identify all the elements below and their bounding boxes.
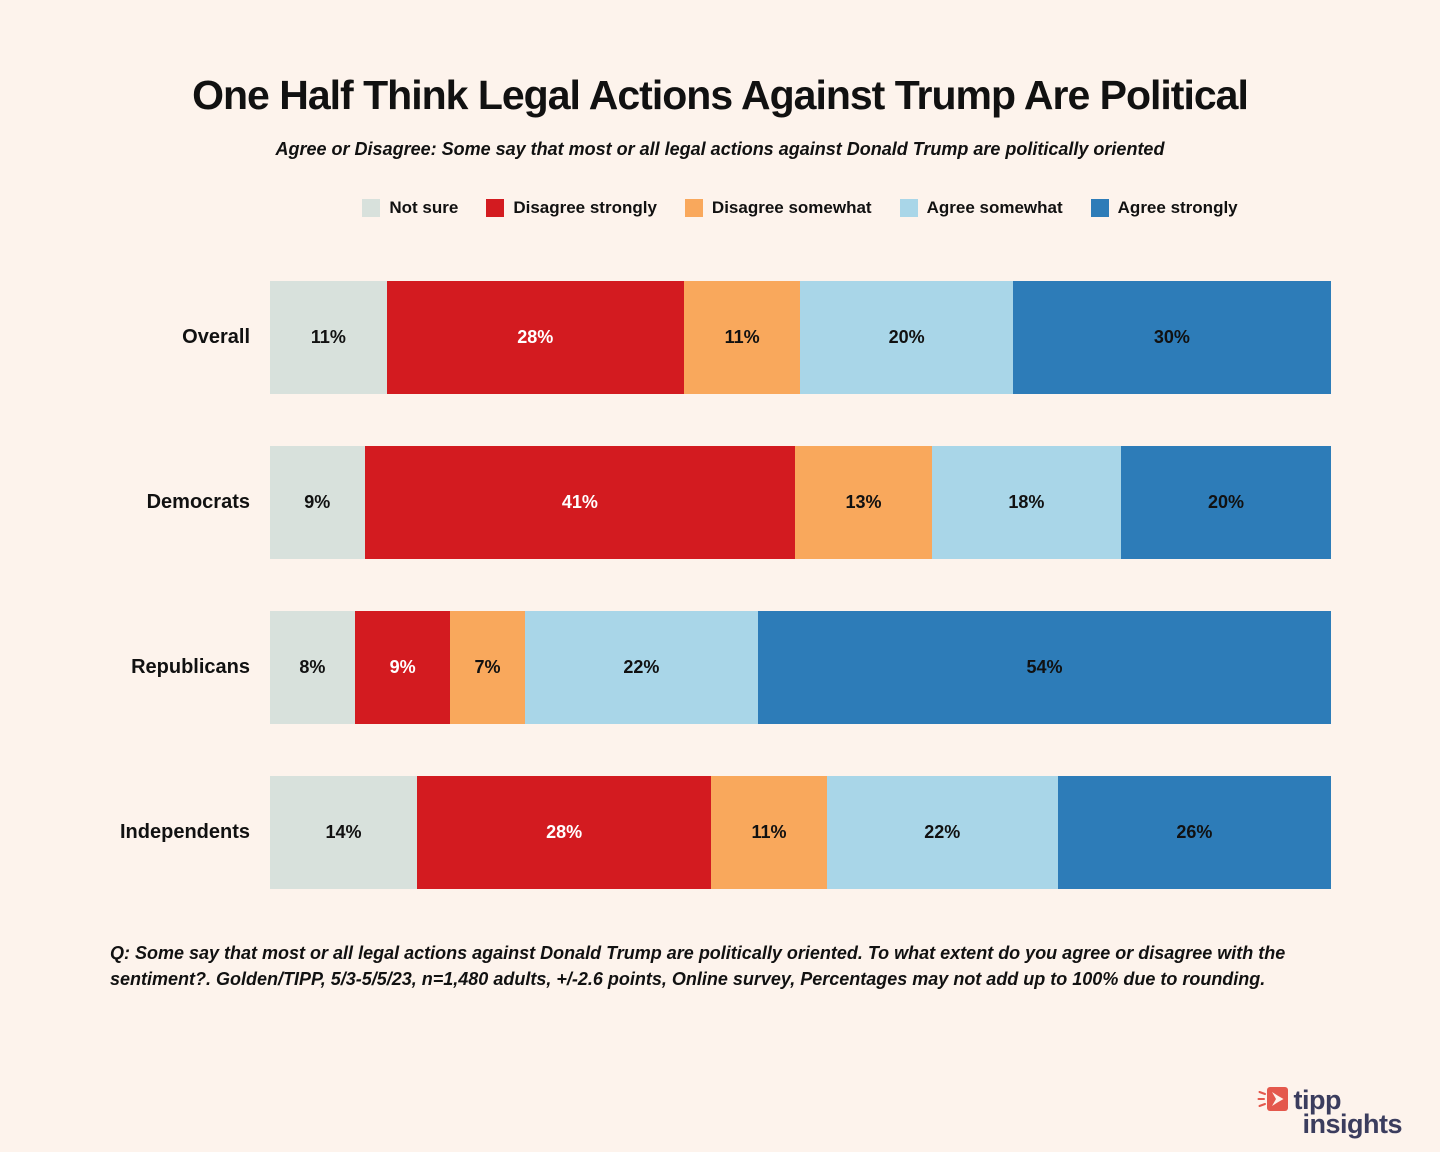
bar-segment-agree-strongly: 54%: [758, 611, 1331, 724]
bar-segment-value: 11%: [751, 822, 787, 842]
legend-item: Agree somewhat: [899, 198, 1063, 218]
legend-swatch: [486, 199, 505, 217]
footnote: Q: Some say that most or all legal actio…: [110, 943, 1286, 989]
legend-swatch: [899, 199, 918, 217]
bar-row: Overall 11% 28% 11% 20% 30%: [0, 281, 1440, 394]
bar-row: Republicans 8% 9% 7% 22% 54%: [0, 611, 1440, 724]
bar-row-label: Independents: [119, 821, 250, 843]
bar-segment-value: 26%: [1176, 822, 1213, 842]
legend-swatch: [684, 199, 703, 217]
bar-segment-disagree-somewhat: 7%: [450, 611, 525, 724]
legend: Not sure Disagree strongly Disagree somewh…: [0, 198, 1440, 218]
bar-segment-value: 18%: [1008, 492, 1045, 512]
legend-label: Agree strongly: [1117, 198, 1238, 217]
tipp-logo-icon: [1257, 1083, 1289, 1118]
bar-segment-not-sure: 8%: [270, 611, 355, 724]
stacked-bar: 11% 28% 11% 20% 30%: [270, 281, 1331, 394]
legend-label: Disagree strongly: [513, 198, 657, 217]
bar-segment-disagree-somewhat: 11%: [711, 776, 827, 889]
chart-title: One Half Think Legal Actions Against Tru…: [192, 72, 1249, 118]
bar-segment-value: 7%: [474, 657, 501, 677]
chart-subtitle: Agree or Disagree: Some say that most or…: [275, 139, 1165, 159]
chart-page: One Half Think Legal Actions Against Tru…: [0, 72, 1440, 1152]
legend-swatch: [1090, 199, 1109, 217]
bar-segment-value: 28%: [517, 327, 554, 347]
bar-segment-value: 41%: [561, 492, 598, 512]
bar-segment-disagree-strongly: 41%: [364, 446, 796, 559]
bar-row: Democrats 9% 41% 13% 18% 20%: [0, 446, 1440, 559]
bar-segment-agree-somewhat: 22%: [524, 611, 759, 724]
bar-segment-value: 20%: [1207, 492, 1244, 512]
bar-segment-value: 9%: [304, 492, 331, 512]
bar-segment-agree-strongly: 30%: [1012, 281, 1331, 394]
bar-segment-value: 8%: [299, 657, 326, 677]
bar-row: Independents 14% 28% 11% 22% 26%: [0, 776, 1440, 889]
bar-segment-disagree-strongly: 28%: [417, 776, 712, 889]
bar-row-label: Democrats: [146, 491, 250, 513]
bar-segment-value: 14%: [325, 822, 362, 842]
bar-row-label: Overall: [182, 326, 250, 348]
legend-item: Disagree strongly: [486, 198, 657, 218]
bar-row-label: Republicans: [131, 656, 250, 678]
bar-segment-disagree-strongly: 9%: [354, 611, 451, 724]
logo-word-insights: insights: [1302, 1109, 1402, 1140]
bar-segment-not-sure: 14%: [270, 776, 418, 889]
bar-segment-disagree-somewhat: 13%: [795, 446, 932, 559]
bar-segment-value: 22%: [924, 822, 961, 842]
bar-segment-value: 30%: [1153, 327, 1190, 347]
tipp-insights-logo: tipp insights: [1257, 1083, 1402, 1138]
stacked-bar: 9% 41% 13% 18% 20%: [270, 446, 1331, 559]
stacked-bar-chart: Overall 11% 28% 11% 20% 30% Democrats 9% 41% 13% 1…: [0, 281, 1440, 889]
legend-item: Not sure: [362, 198, 458, 218]
bar-segment-value: 9%: [389, 657, 416, 677]
legend-label: Disagree somewhat: [711, 198, 872, 217]
bar-segment-value: 13%: [845, 492, 882, 512]
bar-segment-disagree-strongly: 28%: [386, 281, 684, 394]
bar-segment-not-sure: 9%: [270, 446, 365, 559]
stacked-bar: 8% 9% 7% 22% 54%: [270, 611, 1331, 724]
bar-segment-agree-somewhat: 18%: [931, 446, 1121, 559]
bar-segment-agree-somewhat: 22%: [826, 776, 1058, 889]
bar-segment-not-sure: 11%: [270, 281, 387, 394]
legend-item: Agree strongly: [1090, 198, 1238, 218]
bar-segment-value: 28%: [546, 822, 583, 842]
bar-segment-value: 22%: [623, 657, 660, 677]
bar-segment-agree-strongly: 26%: [1057, 776, 1331, 889]
bar-segment-value: 54%: [1026, 657, 1063, 677]
legend-label: Agree somewhat: [926, 198, 1063, 217]
legend-item: Disagree somewhat: [684, 198, 872, 218]
bar-segment-value: 11%: [310, 327, 346, 347]
bar-segment-agree-somewhat: 20%: [800, 281, 1013, 394]
bar-segment-value: 11%: [724, 327, 760, 347]
legend-label: Not sure: [389, 198, 459, 217]
bar-segment-disagree-somewhat: 11%: [683, 281, 801, 394]
bar-segment-value: 20%: [888, 327, 925, 347]
legend-swatch: [362, 199, 381, 217]
bar-segment-agree-strongly: 20%: [1120, 446, 1331, 559]
stacked-bar: 14% 28% 11% 22% 26%: [270, 776, 1331, 889]
